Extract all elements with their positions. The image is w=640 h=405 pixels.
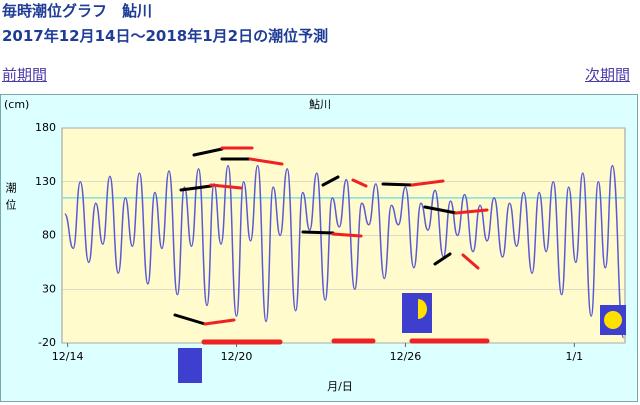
mark-line <box>321 175 340 187</box>
prev-link[interactable]: 前期間 <box>2 66 48 84</box>
y-tick-label: 130 <box>35 175 56 188</box>
mark-line <box>454 208 489 215</box>
mark-line <box>410 179 445 187</box>
moon-icon <box>604 311 622 329</box>
chart-title: 鮎川 <box>309 97 331 111</box>
moon-box <box>402 293 432 333</box>
page-subtitle: 2017年12月14日～2018年1月2日の潮位予測 <box>2 27 329 45</box>
moon-box <box>178 348 202 383</box>
mark-line <box>331 232 363 238</box>
x-tick-label: 12/20 <box>221 350 253 363</box>
mark-line <box>433 252 452 266</box>
mark-line <box>179 184 213 192</box>
annotations <box>173 146 490 345</box>
mark-line <box>203 318 236 326</box>
page-title: 毎時潮位グラフ 鮎川 <box>2 2 153 20</box>
y-axis-label: 潮位 <box>4 181 17 216</box>
tide-line <box>64 164 625 339</box>
x-axis-label: 月/日 <box>327 380 353 393</box>
mark-line <box>423 205 458 215</box>
mark-line <box>192 147 224 157</box>
y-tick-label: 180 <box>35 121 56 134</box>
mark-line <box>381 182 414 187</box>
mark-line <box>301 230 335 235</box>
x-tick-label: 12/26 <box>390 350 422 363</box>
y-unit: (cm) <box>4 98 29 111</box>
x-tick-label: 12/14 <box>52 350 84 363</box>
x-tick-label: 1/1 <box>565 350 583 363</box>
mark-line <box>209 183 243 190</box>
mark-line <box>173 313 207 326</box>
mark-line <box>461 253 480 270</box>
y-tick-label: -20 <box>38 336 56 349</box>
mark-line <box>351 178 368 188</box>
next-link[interactable]: 次期間 <box>584 66 630 84</box>
chart: 鮎川 (cm) 潮位 月/日 -20 30 80 130 180 12/14 12/20 12… <box>0 94 638 402</box>
y-tick-label: 80 <box>42 229 56 242</box>
moon-icon <box>418 299 427 319</box>
mark-line <box>248 157 284 166</box>
y-tick-label: 30 <box>42 282 56 295</box>
